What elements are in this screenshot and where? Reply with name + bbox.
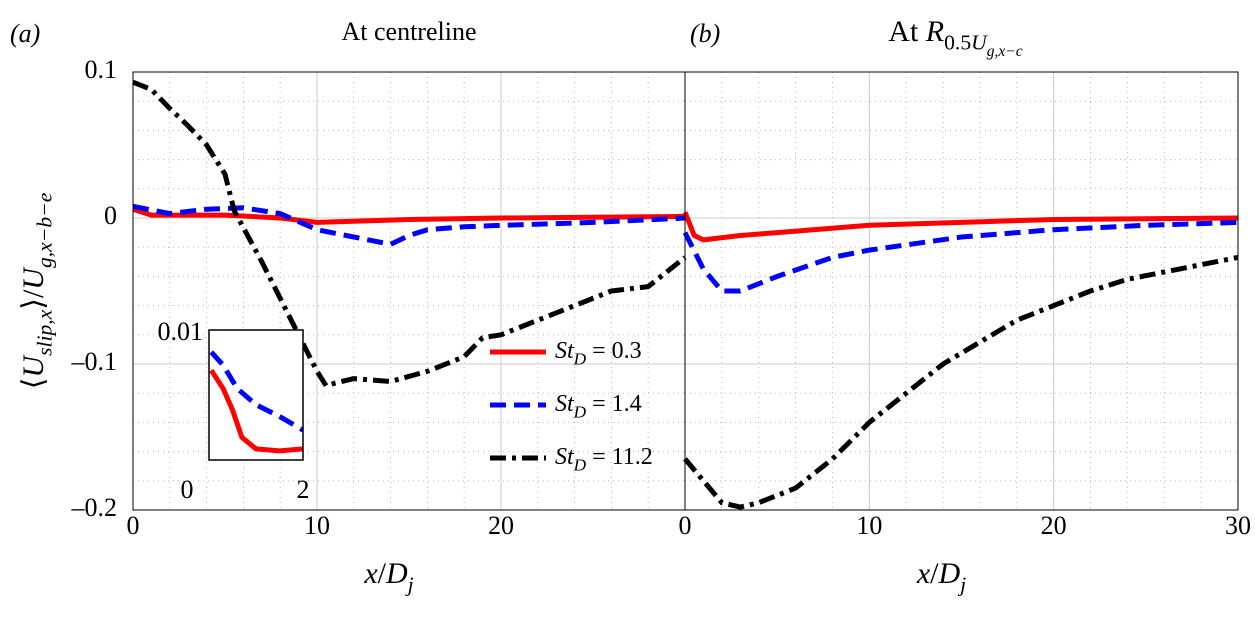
axes-frame <box>684 71 1239 511</box>
x-tick-label: 0 <box>181 475 194 504</box>
y-tick-label: –0.2 <box>71 493 118 522</box>
x-tick-label: 10 <box>856 511 882 540</box>
series-line <box>683 254 1239 510</box>
x-tick-label: 20 <box>488 511 514 540</box>
panel-label: (a) <box>10 19 40 48</box>
series-line <box>132 203 686 247</box>
x-tick-label: 0 <box>127 511 140 540</box>
series-line <box>682 211 1239 243</box>
panel: 0 10 20–0.2–0.100.1(a) At centrelinex/Dj⟨Us… <box>10 17 687 597</box>
y-tick-label: 0.01 <box>158 317 204 346</box>
y-axis-label: ⟨Uslip,x⟩/Ug,x−b−e <box>17 192 57 389</box>
panel: 0 10 20 30 (b) At R0.5Ug,x−c x/Dj <box>679 15 1252 597</box>
x-tick-label: 0 <box>679 511 692 540</box>
y-tick-label: 0 <box>104 201 117 230</box>
x-axis-label: x/Dj <box>363 557 413 597</box>
legend-label: StD = 0.3 <box>555 338 642 369</box>
x-tick-label: 2 <box>297 475 310 504</box>
axes-frame <box>208 329 304 461</box>
series-line <box>682 219 1239 294</box>
x-tick-label: 30 <box>1225 511 1251 540</box>
panel-label: (b) <box>690 19 720 48</box>
x-tick-label: 20 <box>1041 511 1067 540</box>
inset-background <box>209 330 303 460</box>
x-axis-label: x/Dj <box>916 557 966 597</box>
legend-label: StD = 1.4 <box>555 391 642 422</box>
series-line <box>209 350 305 433</box>
legend-label: StD = 11.2 <box>555 444 653 475</box>
x-tick-label: 10 <box>304 511 330 540</box>
y-tick-label: 0.1 <box>85 55 118 84</box>
inset: 0 20.01 <box>158 317 310 504</box>
series-line <box>209 368 304 454</box>
y-tick-label: –0.1 <box>71 347 118 376</box>
panel-title: At centreline <box>342 17 477 46</box>
panel-title: At R0.5Ug,x−c <box>888 15 1022 60</box>
